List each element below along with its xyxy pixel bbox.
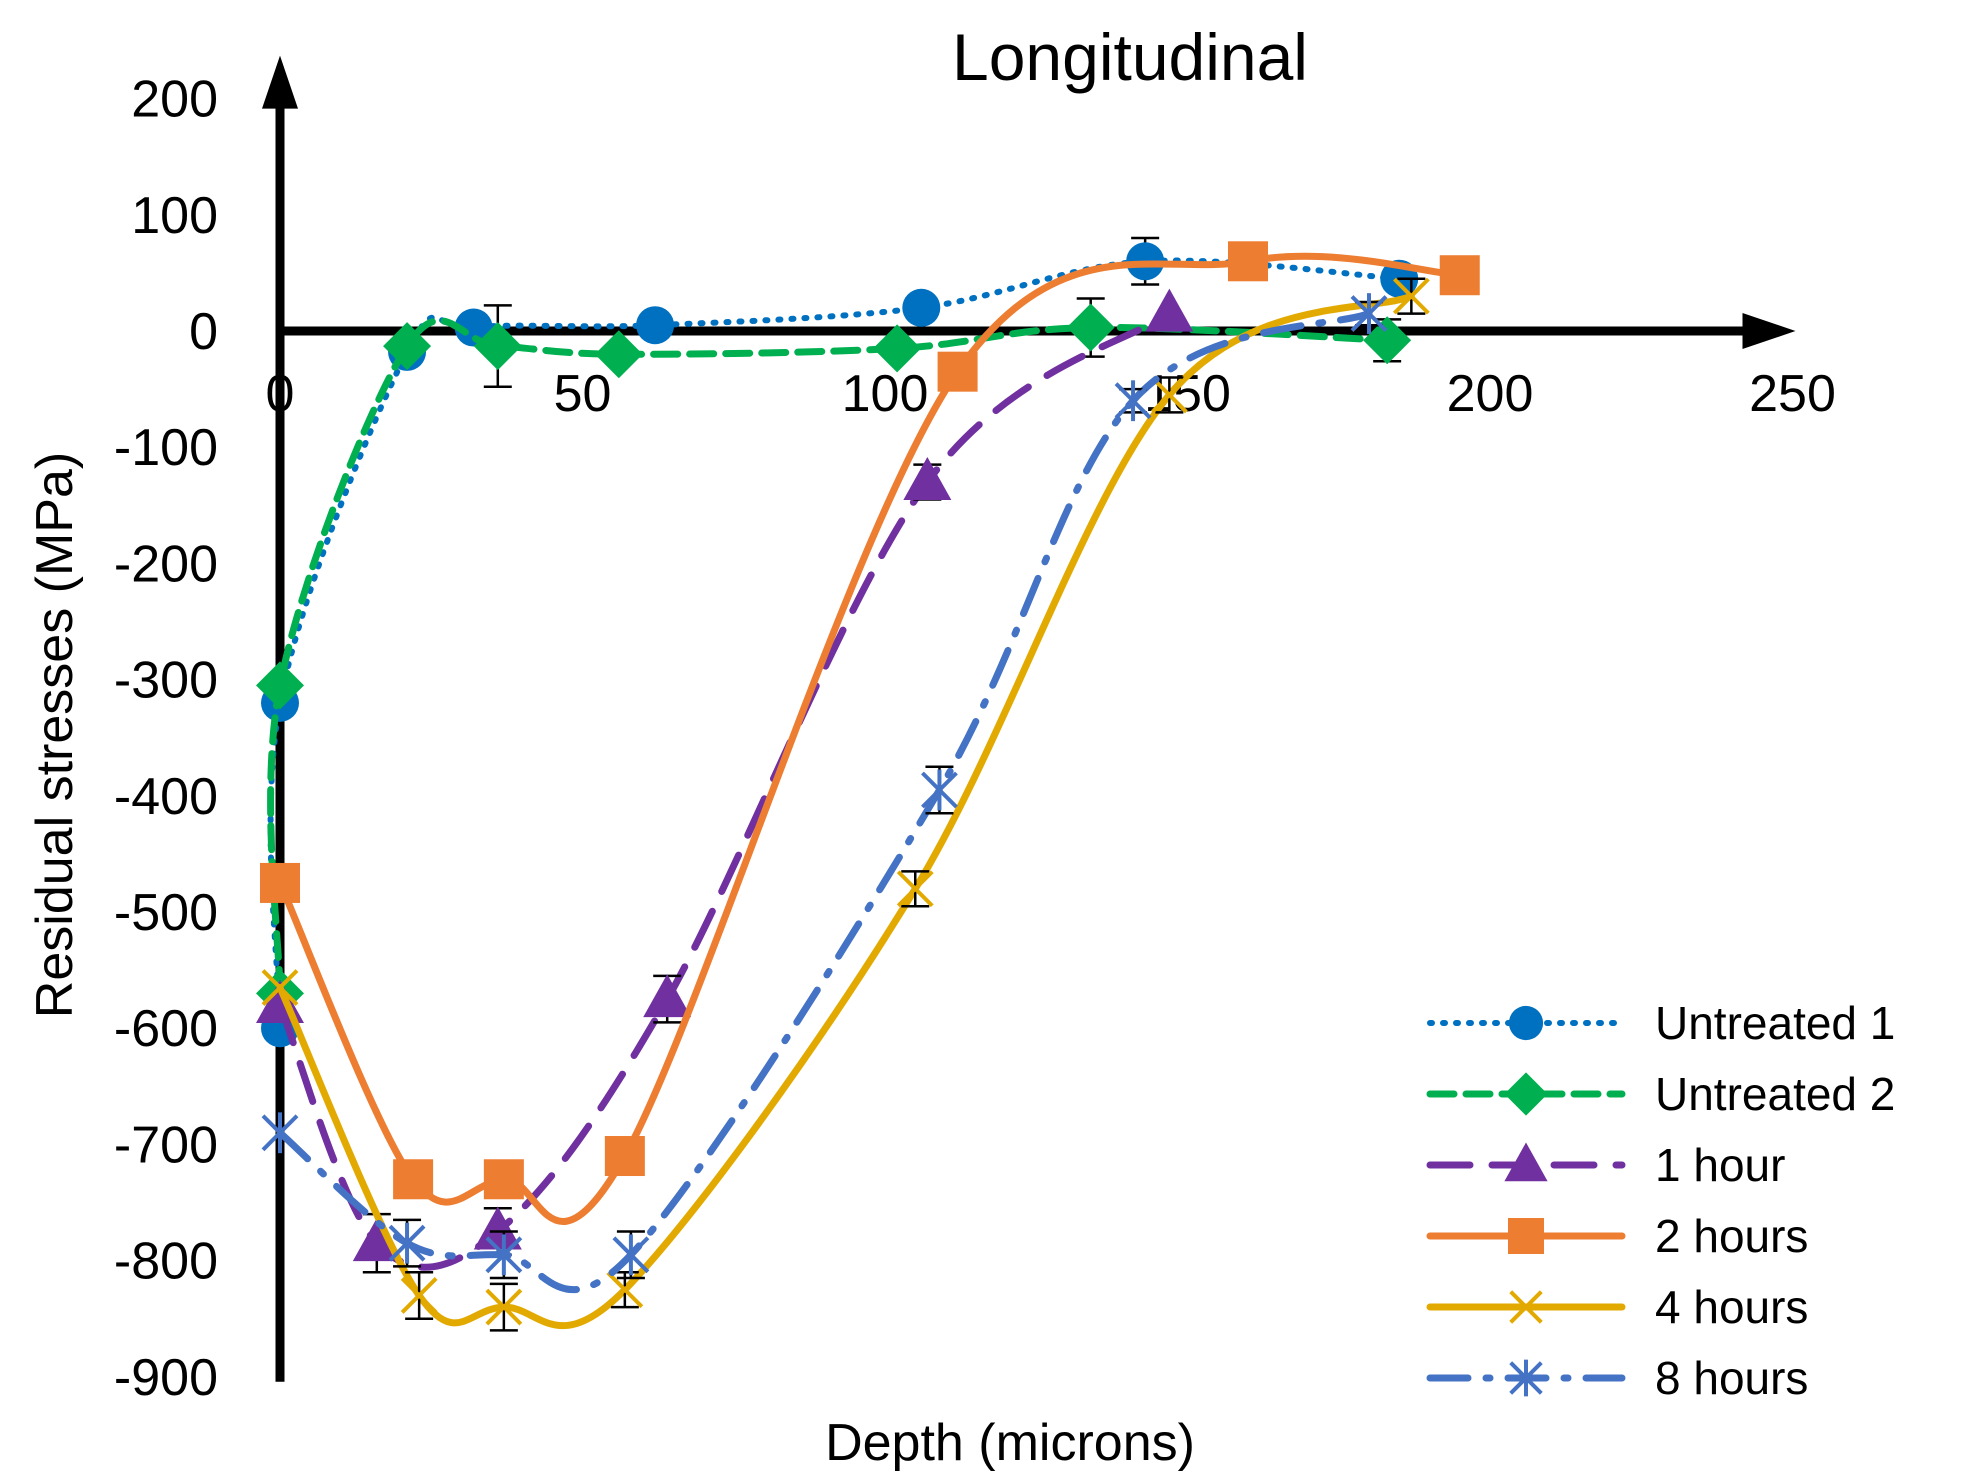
y-tick-label: -500 [114, 884, 218, 942]
data-point [393, 1159, 434, 1200]
legend-label: 4 hours [1655, 1281, 1808, 1333]
legend-item: 4 hours [1426, 1281, 1808, 1333]
x-axis-label: Depth (microns) [825, 1414, 1195, 1472]
series-untreated-2 [256, 297, 1412, 1018]
data-point [604, 1136, 645, 1177]
data-point [388, 1222, 426, 1264]
axes: 200 100 0 -100 -200 -300 -400 -500 -600 -700 -800 -… [114, 55, 1836, 1407]
data-point [1145, 288, 1194, 332]
data-point [256, 661, 304, 710]
data-point [643, 974, 692, 1018]
y-tick-label: -400 [114, 768, 218, 826]
data-point [937, 351, 978, 392]
y-tick-label: -200 [114, 535, 218, 593]
y-tick-label: 200 [131, 71, 218, 129]
data-point [903, 457, 952, 501]
data-point [594, 330, 643, 379]
data-point [485, 1234, 523, 1276]
y-tick-label: -600 [114, 1000, 218, 1058]
x-tick-label: 100 [842, 365, 929, 423]
legend-label: 1 hour [1655, 1139, 1785, 1191]
x-tick-label: 250 [1749, 365, 1836, 423]
data-point [636, 306, 675, 345]
data-point [352, 1218, 401, 1262]
y-axis-arrow [262, 55, 298, 109]
data-point [1114, 380, 1152, 422]
y-tick-label: -700 [114, 1116, 218, 1174]
data-point [1150, 376, 1188, 414]
data-point [873, 324, 922, 373]
y-tick-label: -800 [114, 1233, 218, 1291]
series-2-hours [260, 241, 1480, 1225]
data-point [485, 1288, 523, 1326]
series-line [276, 310, 1373, 1294]
legend-swatch-marker [1504, 1142, 1548, 1182]
legend-swatch-marker [1504, 1072, 1548, 1116]
y-tick-label: -300 [114, 652, 218, 710]
y-tick-label: 0 [189, 303, 218, 361]
y-tick-label: 100 [131, 187, 218, 245]
y-tick-label: -900 [114, 1349, 218, 1407]
legend-label: 8 hours [1655, 1352, 1808, 1404]
data-point [1439, 255, 1480, 296]
legend-item: 8 hours [1426, 1352, 1808, 1404]
x-tick-label: 0 [266, 365, 295, 423]
chart-title: Longitudinal [952, 20, 1308, 94]
legend: Untreated 1 Untreated 2 1 hour 2 hours 4 hou… [1426, 997, 1895, 1404]
data-point [260, 862, 300, 903]
data-point [612, 1234, 650, 1276]
data-point [1392, 277, 1430, 315]
data-point [483, 1159, 524, 1200]
x-tick-label: 50 [554, 365, 612, 423]
data-point [1350, 293, 1388, 334]
data-point [896, 870, 934, 908]
data-point [902, 288, 941, 327]
data-point [383, 322, 432, 371]
y-axis-label: Residual stresses (MPa) [26, 452, 84, 1018]
data-point [921, 769, 958, 811]
legend-label: Untreated 1 [1655, 997, 1895, 1049]
data-point [473, 322, 522, 371]
legend-swatch-marker [1508, 1218, 1544, 1254]
legend-swatch-marker [1509, 1359, 1543, 1397]
legend-swatch-marker [1508, 1005, 1544, 1041]
legend-item: Untreated 2 [1426, 1068, 1895, 1120]
data-point [1066, 303, 1115, 352]
series-line [276, 292, 1415, 1329]
data-point [1363, 316, 1412, 365]
series-1-hour [256, 288, 1194, 1274]
legend-item: 2 hours [1426, 1210, 1808, 1262]
series-line [276, 310, 1173, 1271]
series-layer [256, 236, 1480, 1332]
series-4-hours [261, 277, 1430, 1332]
legend-label: 2 hours [1655, 1210, 1808, 1262]
legend-label: Untreated 2 [1655, 1068, 1895, 1120]
data-point [261, 1112, 299, 1154]
data-point [473, 1206, 522, 1250]
legend-item: Untreated 1 [1427, 997, 1895, 1049]
legend-item: 1 hour [1426, 1139, 1785, 1191]
series-8-hours [261, 293, 1388, 1294]
x-axis-arrow [1742, 313, 1796, 349]
y-tick-label: -100 [114, 419, 218, 477]
data-point [261, 969, 299, 1006]
data-point [1228, 241, 1268, 282]
x-tick-label: 200 [1447, 365, 1534, 423]
data-point [400, 1277, 438, 1314]
legend-swatch-marker [1509, 1290, 1543, 1324]
